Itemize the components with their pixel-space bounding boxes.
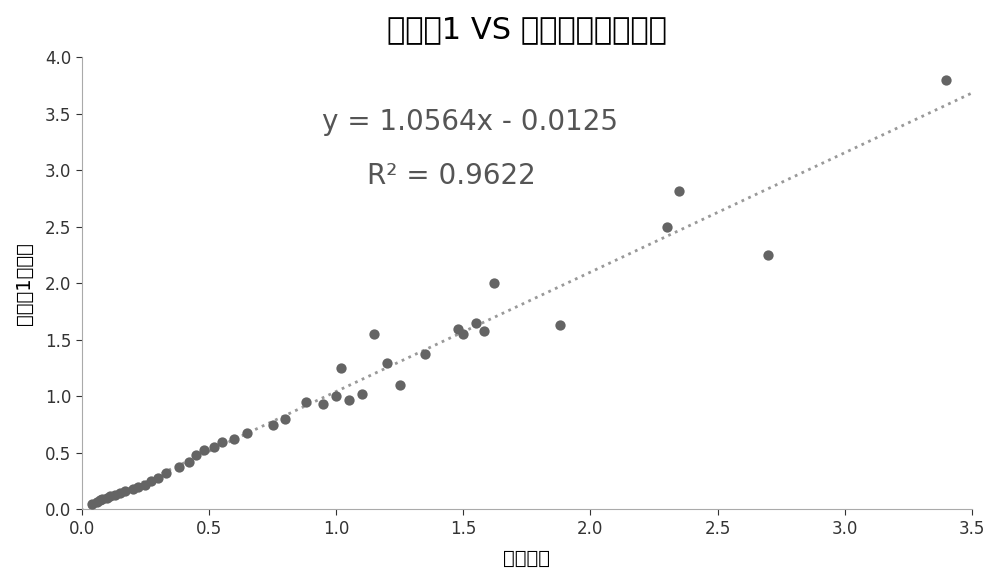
Point (89, 497, 105, 506)
Point (125, 484, 141, 494)
Point (671, 186, 687, 195)
Point (333, 364, 349, 373)
Point (392, 381, 408, 390)
Point (938, 75, 954, 85)
Point (328, 392, 344, 401)
Point (206, 442, 222, 452)
Point (298, 398, 314, 407)
Point (552, 321, 568, 330)
Point (196, 445, 212, 454)
Point (417, 349, 433, 358)
Point (92, 496, 108, 505)
Point (476, 326, 492, 336)
Point (130, 482, 146, 491)
Text: R² = 0.9622: R² = 0.9622 (367, 162, 535, 190)
Point (455, 329, 471, 339)
Point (277, 415, 293, 424)
Point (341, 395, 357, 405)
Text: y = 1.0564x - 0.0125: y = 1.0564x - 0.0125 (322, 108, 618, 136)
Point (158, 469, 174, 478)
Point (107, 490, 123, 500)
Point (366, 329, 382, 339)
Point (171, 462, 187, 471)
Point (102, 491, 118, 501)
Point (468, 318, 484, 328)
Point (84, 499, 100, 508)
Point (379, 358, 395, 367)
Point (265, 420, 281, 430)
Point (486, 279, 502, 288)
Point (117, 487, 133, 496)
Point (112, 488, 128, 497)
Point (315, 400, 331, 409)
Title: 实施例1 VS 罗氏临床比对结果: 实施例1 VS 罗氏临床比对结果 (387, 15, 667, 44)
Point (354, 389, 370, 399)
Point (760, 251, 776, 260)
Point (94, 494, 110, 504)
X-axis label: 罗氏测値: 罗氏测値 (503, 549, 550, 568)
Point (137, 480, 153, 489)
Point (214, 437, 230, 447)
Point (450, 324, 466, 333)
Point (188, 451, 204, 460)
Point (150, 473, 166, 483)
Point (226, 435, 242, 444)
Point (659, 222, 675, 231)
Y-axis label: 实施例1输出値: 实施例1输出値 (15, 242, 34, 325)
Point (143, 476, 159, 486)
Point (181, 457, 197, 466)
Point (99, 493, 115, 503)
Point (239, 428, 255, 437)
